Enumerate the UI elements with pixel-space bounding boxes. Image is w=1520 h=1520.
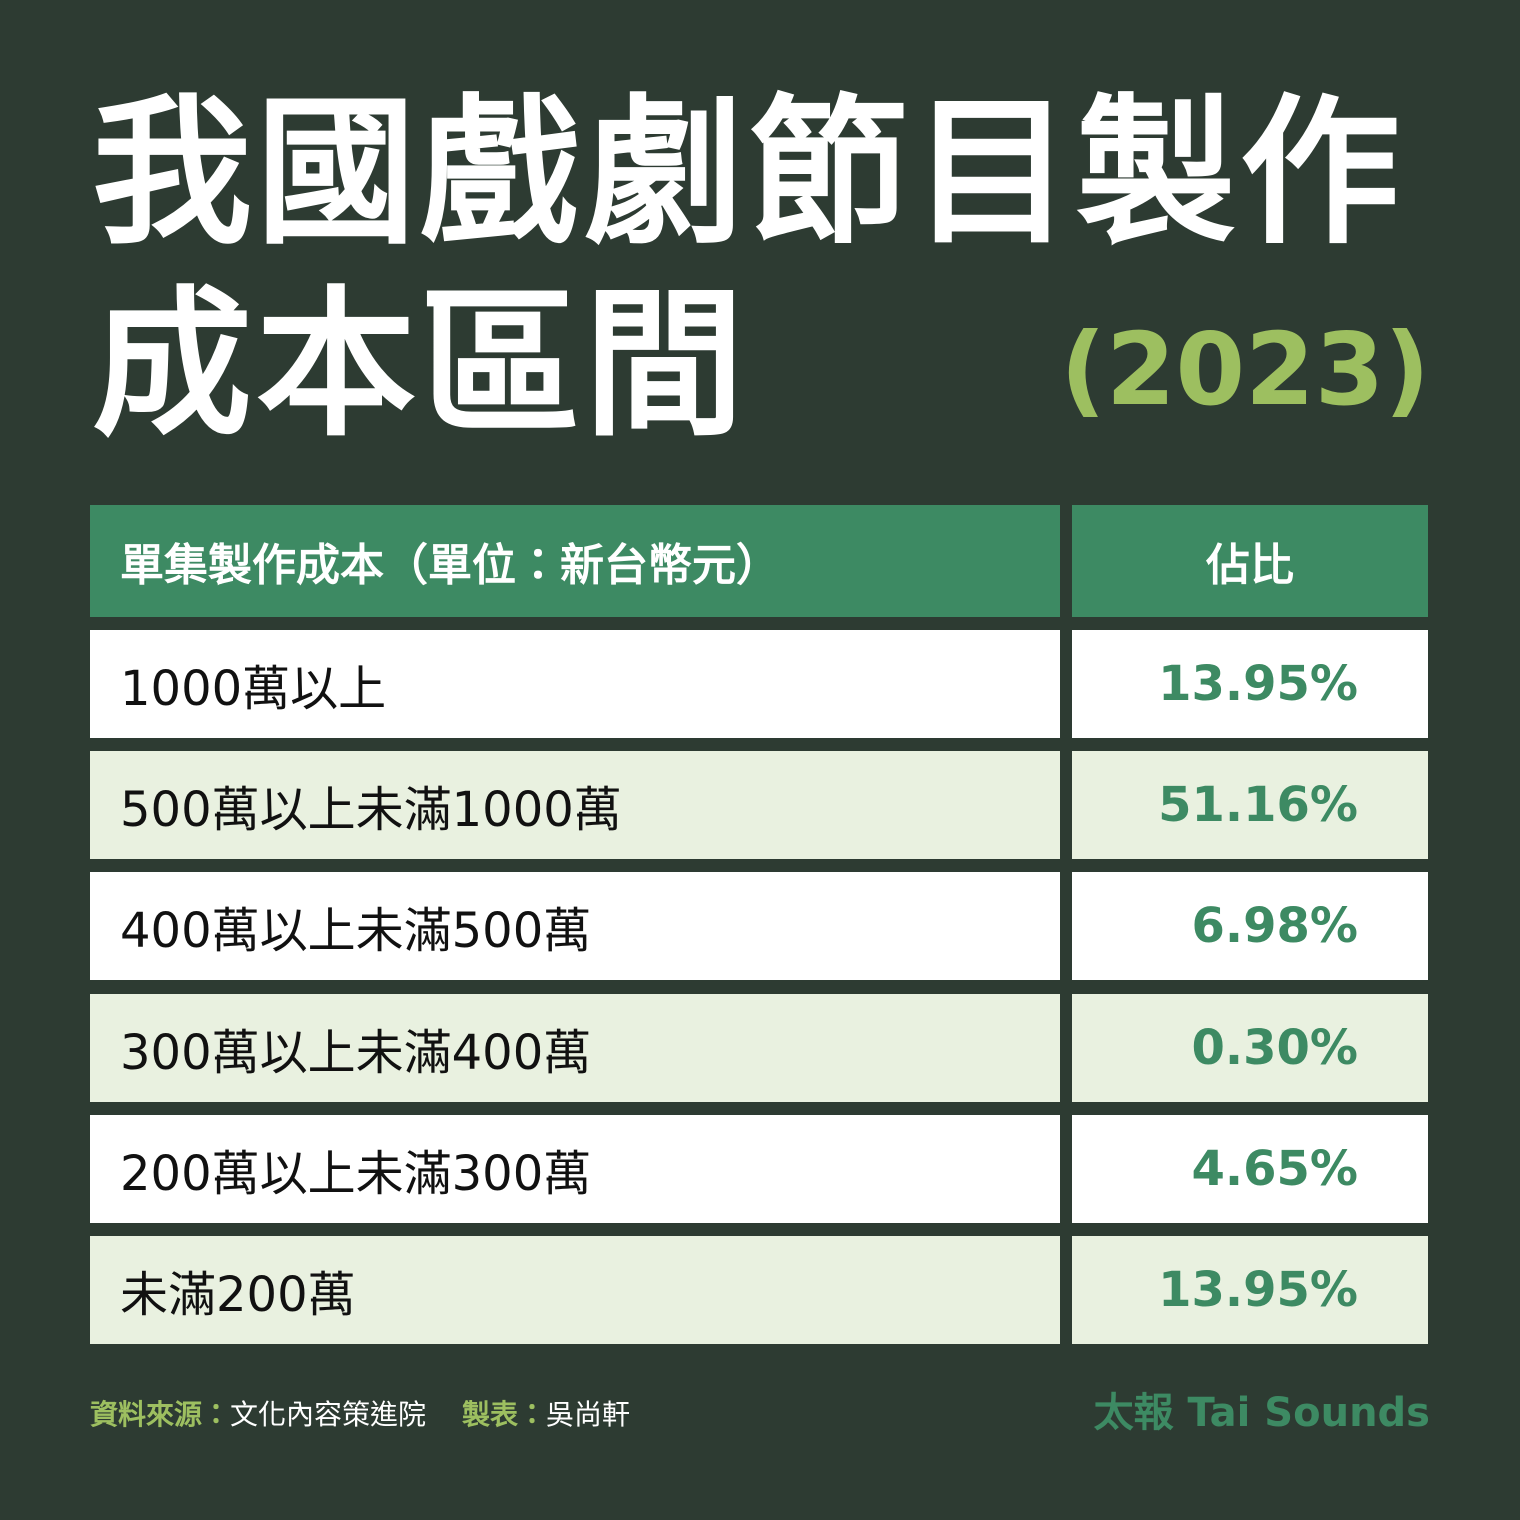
cost-range: 400萬以上未滿500萬 xyxy=(90,872,1060,981)
author-label: 製表： xyxy=(462,1398,547,1431)
cost-range: 300萬以上未滿400萬 xyxy=(90,993,1060,1102)
share: 0.30% xyxy=(1072,993,1428,1102)
footer-credits: 資料來源：文化內容策進院 製表：吳尚軒 xyxy=(90,1395,630,1435)
source: 文化內容策進院 xyxy=(230,1398,427,1431)
author: 吳尚軒 xyxy=(546,1398,631,1431)
cost-range: 200萬以上未滿300萬 xyxy=(90,1114,1060,1223)
cost-range: 1000萬以上 xyxy=(90,630,1060,738)
title-year: (2023) xyxy=(1060,311,1430,428)
share: 51.16% xyxy=(1072,751,1428,860)
share: 13.95% xyxy=(1072,630,1428,738)
column-header: 單集製作成本（單位：新台幣元） xyxy=(90,505,1060,617)
source-label: 資料來源： xyxy=(90,1398,231,1431)
share: 4.65% xyxy=(1072,1114,1428,1223)
share: 13.95% xyxy=(1072,1236,1428,1344)
brand: 太報 Tai Sounds xyxy=(1093,1390,1430,1436)
cost-range: 未滿200萬 xyxy=(90,1236,1060,1344)
column-header: 佔比 xyxy=(1072,505,1428,617)
cost-range: 500萬以上未滿1000萬 xyxy=(90,751,1060,860)
share: 6.98% xyxy=(1072,872,1428,981)
title-line1: 我國戲劇節目製作 xyxy=(92,79,1405,266)
title-line2: 成本區間 xyxy=(92,271,749,458)
